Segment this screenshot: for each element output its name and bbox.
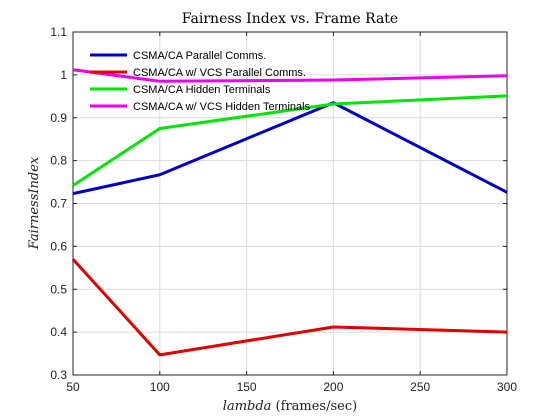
legend-label-3: CSMA/CA Hidden Terminals	[133, 84, 271, 96]
series-line-2	[71, 258, 508, 357]
x-axis-label-var: lambda	[223, 399, 272, 414]
x-tick-label: 150	[237, 380, 257, 394]
y-tick-label: 0.5	[50, 282, 67, 296]
x-tick-label: 100	[150, 380, 170, 394]
series-line-1	[72, 101, 508, 196]
series-lines	[71, 68, 508, 357]
y-tick-label: 0.9	[50, 111, 67, 125]
x-tick-label: 300	[497, 380, 517, 394]
legend-label-1: CSMA/CA Parallel Comms.	[133, 50, 266, 62]
ticks: 50 100 150 200 250 300 0.3 0.4 0.5 0.6 0.7 0.8 0.9 1 1…	[50, 25, 517, 394]
y-axis-label: FairnessIndex	[27, 156, 42, 250]
x-tick-label: 50	[66, 380, 80, 394]
series-line-3	[72, 94, 508, 187]
legend-label-2: CSMA/CA w/ VCS Parallel Comms.	[133, 67, 306, 79]
x-tick-label: 200	[323, 380, 343, 394]
x-axis-label: lambda (frames/sec)	[223, 399, 357, 414]
x-tick-label: 250	[410, 380, 430, 394]
y-tick-label: 1.1	[50, 25, 67, 39]
x-axis-label-unit: (frames/sec)	[271, 399, 357, 414]
y-tick-label: 0.6	[50, 239, 67, 253]
legend: CSMA/CA Parallel Comms. CSMA/CA w/ VCS Pa…	[90, 50, 311, 113]
y-tick-label: 0.3	[50, 368, 67, 382]
y-tick-label: 0.8	[50, 154, 67, 168]
chart-title: Fairness Index vs. Frame Rate	[182, 11, 398, 27]
series-line-4	[72, 68, 508, 83]
y-tick-label: 0.7	[50, 197, 67, 211]
grid	[73, 32, 507, 375]
y-tick-label: 1	[60, 68, 67, 82]
legend-label-4: CSMA/CA w/ VCS Hidden Terminals	[133, 101, 311, 113]
y-tick-label: 0.4	[50, 325, 67, 339]
